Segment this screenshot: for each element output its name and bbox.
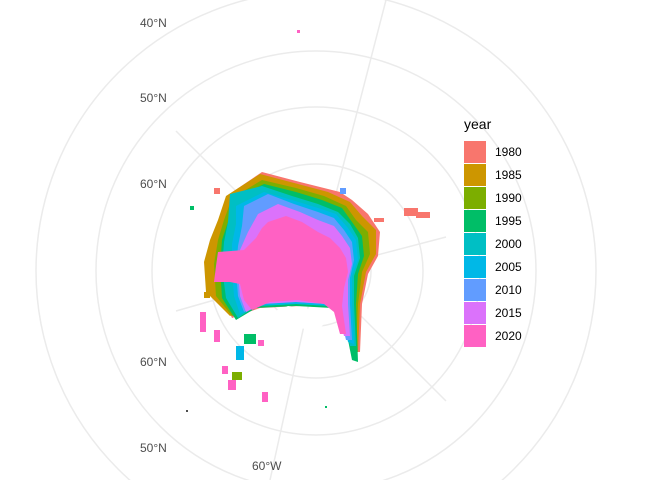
legend-key-swatch (464, 209, 486, 232)
graticule-circle (35, 0, 597, 480)
ice-fragment (236, 346, 244, 360)
legend-item: 2015 (464, 301, 522, 324)
ice-fragment (244, 334, 256, 344)
ice-fragment (404, 208, 418, 216)
open-water (262, 306, 328, 330)
ice-fragment (340, 188, 346, 194)
sea-ice-extent (186, 30, 430, 412)
legend-items: 1980 1985 1990 1995 2000 2005 2010 2015 2020 (464, 140, 522, 347)
ice-fragment (222, 366, 228, 374)
legend-label: 1995 (495, 213, 522, 228)
lat-label-60n-bottom: 60°N (140, 355, 167, 369)
legend-label: 2015 (495, 305, 522, 320)
legend-item: 1990 (464, 186, 522, 209)
ice-fragment (200, 312, 206, 332)
ice-fragment (232, 372, 242, 380)
ice-fragment (416, 212, 430, 218)
legend-label: 1980 (495, 144, 522, 159)
ice-fragment (297, 30, 300, 33)
ice-fragment (214, 188, 220, 194)
legend-item: 1985 (464, 163, 522, 186)
ice-fragment (325, 406, 327, 408)
legend-key-swatch (464, 324, 486, 347)
legend-item: 2000 (464, 232, 522, 255)
ice-fragment (262, 392, 268, 402)
ice-fragment (204, 292, 210, 298)
legend-key-swatch (464, 140, 486, 163)
legend-item: 2020 (464, 324, 522, 347)
legend-label: 2010 (495, 282, 522, 297)
legend-key-swatch (464, 232, 486, 255)
legend-item: 2010 (464, 278, 522, 301)
legend-label: 1990 (495, 190, 522, 205)
legend-item: 2005 (464, 255, 522, 278)
ice-fragment (228, 380, 236, 390)
legend-key-swatch (464, 278, 486, 301)
legend-label: 1985 (495, 167, 522, 182)
legend-item: 1980 (464, 140, 522, 163)
legend-key-swatch (464, 163, 486, 186)
legend-item: 1995 (464, 209, 522, 232)
lat-label-50n-top: 50°N (140, 91, 167, 105)
ice-fragment (214, 330, 220, 342)
legend-label: 2020 (495, 328, 522, 343)
lat-label-50n-bottom: 50°N (140, 441, 167, 455)
ice-fragment (374, 218, 384, 222)
ice-fragment (258, 340, 264, 346)
legend-label: 2000 (495, 236, 522, 251)
ice-fragment (190, 206, 194, 210)
lat-label-40n: 40°N (140, 16, 167, 30)
graticule-circle (95, 50, 537, 480)
legend: year 1980 1985 1990 1995 2000 2005 2010 2015 202… (464, 114, 522, 347)
legend-title: year (464, 116, 492, 132)
legend-key-swatch (464, 186, 486, 209)
legend-key-swatch (464, 255, 486, 278)
legend-key-swatch (464, 301, 486, 324)
lon-label-60w: 60°W (252, 459, 282, 473)
lat-label-60n-top: 60°N (140, 177, 167, 191)
legend-label: 2005 (495, 259, 522, 274)
ice-fragment (186, 410, 188, 412)
ice-2020 (214, 216, 348, 334)
